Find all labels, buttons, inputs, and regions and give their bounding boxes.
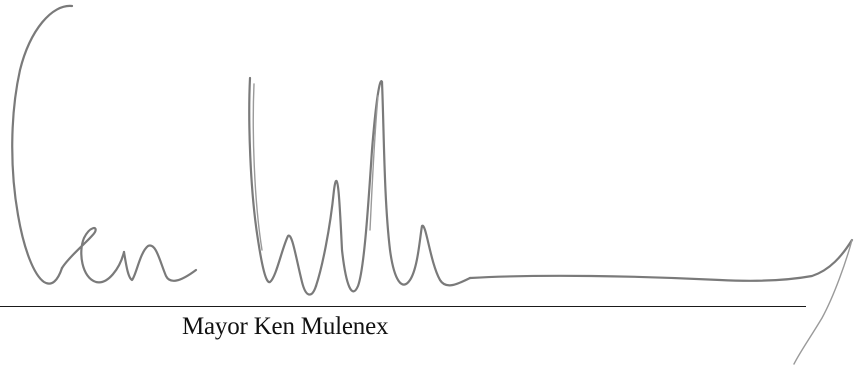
signature-stroke-cross xyxy=(793,239,853,365)
signature-stroke-k-curve xyxy=(11,4,74,285)
signature-stroke-texture xyxy=(252,83,263,251)
signature-stroke-m-left xyxy=(248,76,318,296)
signature-stroke-m-right xyxy=(380,80,472,287)
signature-stroke-m-middle xyxy=(314,80,384,293)
signer-name: Mayor Ken Mulenex xyxy=(182,313,389,340)
signature-stroke-n xyxy=(122,244,198,282)
signature-stroke-texture-2 xyxy=(369,95,379,231)
signature-line xyxy=(0,306,806,307)
signature-stroke-e xyxy=(60,226,126,284)
signature-stroke-tail xyxy=(468,238,854,282)
